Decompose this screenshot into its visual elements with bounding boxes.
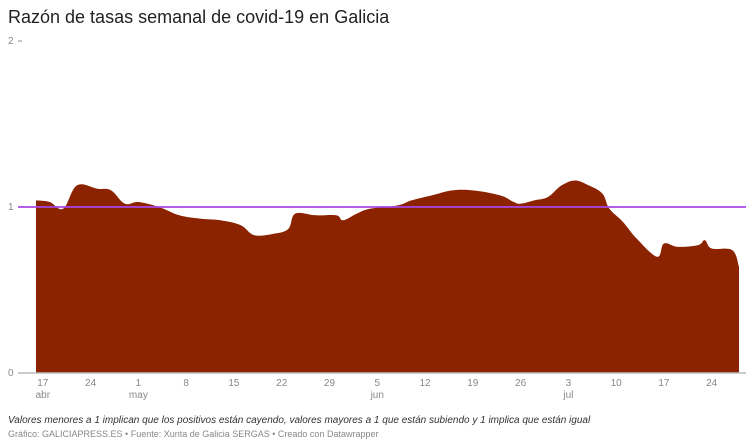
x-tick-label: 17 bbox=[658, 378, 670, 389]
x-tick-label: 12 bbox=[419, 378, 431, 389]
x-tick-label: 19 bbox=[467, 378, 479, 389]
y-tick-label: 0 bbox=[8, 368, 14, 379]
x-month-label: jul bbox=[562, 390, 573, 401]
y-tick-label: 1 bbox=[8, 202, 14, 213]
x-month-label: may bbox=[129, 390, 148, 401]
x-month-label: jun bbox=[370, 390, 384, 401]
chart-note: Valores menores a 1 implican que los pos… bbox=[8, 415, 591, 426]
x-tick-label: 29 bbox=[324, 378, 336, 389]
x-tick-label: 22 bbox=[276, 378, 288, 389]
x-tick-label: 3 bbox=[566, 378, 572, 389]
x-month-label: abr bbox=[36, 390, 51, 401]
chart-credit: Gráfico: GALICIAPRESS.ES • Fuente: Xunta… bbox=[8, 429, 379, 439]
x-tick-label: 17 bbox=[37, 378, 49, 389]
x-tick-label: 26 bbox=[515, 378, 527, 389]
data-area bbox=[36, 180, 739, 373]
x-tick-label: 1 bbox=[136, 378, 142, 389]
x-tick-label: 24 bbox=[85, 378, 97, 389]
x-tick-label: 15 bbox=[228, 378, 240, 389]
chart-title: Razón de tasas semanal de covid-19 en Ga… bbox=[8, 7, 390, 27]
y-tick-label: 2 bbox=[8, 36, 14, 47]
x-tick-label: 10 bbox=[611, 378, 623, 389]
x-tick-label: 24 bbox=[706, 378, 718, 389]
x-tick-label: 5 bbox=[374, 378, 380, 389]
x-tick-label: 8 bbox=[183, 378, 189, 389]
